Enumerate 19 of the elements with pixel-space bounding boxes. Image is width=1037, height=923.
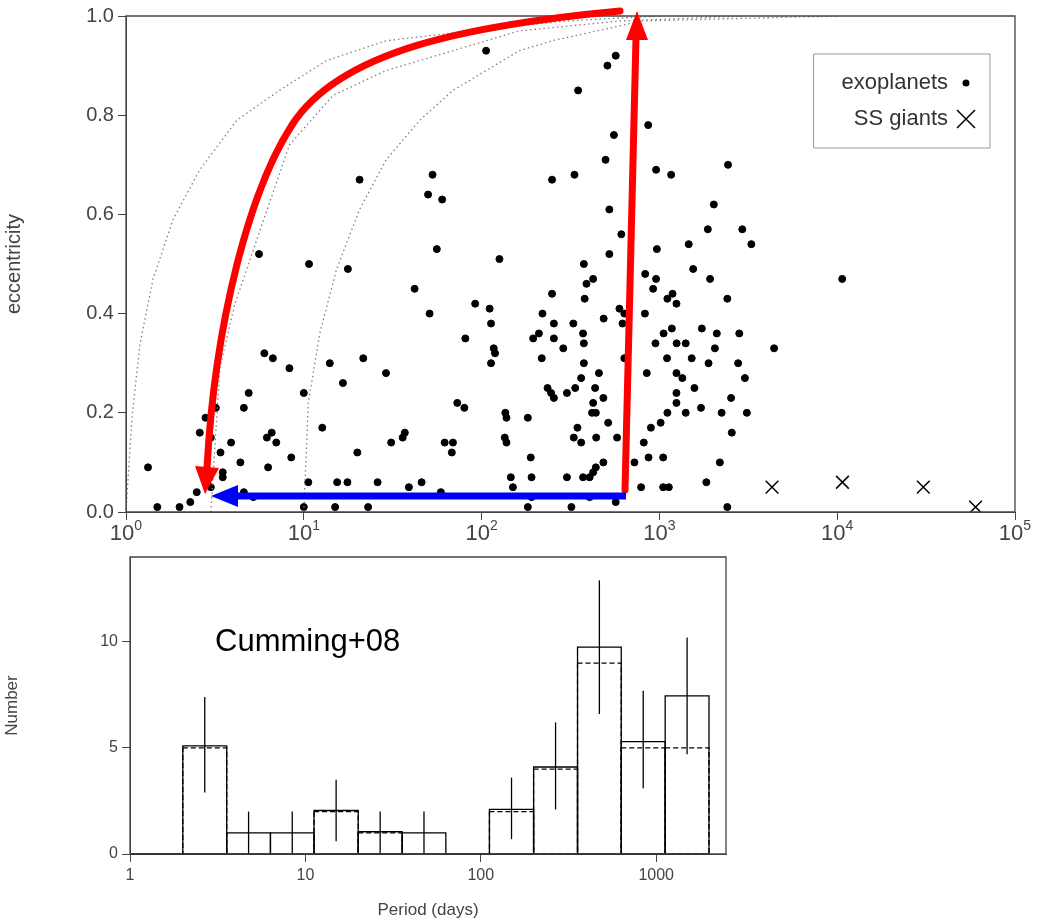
x-tick-label: 10 xyxy=(296,866,315,884)
x-tick-label: 1 xyxy=(125,866,135,884)
annotation: Cumming+08 xyxy=(215,622,401,658)
x-tick-label: 1000 xyxy=(638,866,675,884)
y-tick-label: 5 xyxy=(109,738,119,756)
y-tick-label: 0.2 xyxy=(86,400,114,423)
y-tick-label: 0.0 xyxy=(86,499,114,522)
y-tick-label: 10 xyxy=(100,632,119,650)
legend-label: SS giants xyxy=(853,105,948,131)
y-tick-label: 0.6 xyxy=(86,201,114,224)
y-tick-label: 1.0 xyxy=(86,3,114,26)
x-tick-label: 100 xyxy=(467,866,495,884)
y-axis-title: eccentricity xyxy=(1,213,24,315)
y-axis-title: Number xyxy=(1,674,21,736)
x-axis-title: Period (days) xyxy=(377,900,479,920)
legend-label: exoplanets xyxy=(841,69,948,95)
y-tick-label: 0.4 xyxy=(86,301,114,324)
y-tick-label: 0 xyxy=(109,844,119,862)
y-tick-label: 0.8 xyxy=(86,102,114,125)
